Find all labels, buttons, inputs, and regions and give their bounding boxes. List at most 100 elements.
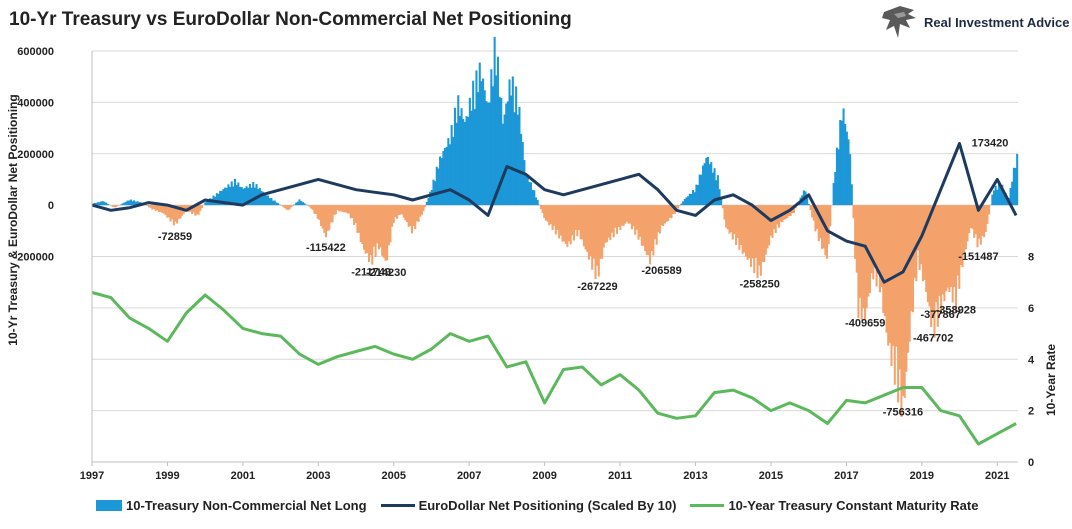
net-long-bar (339, 205, 342, 212)
net-long-bar (943, 205, 946, 302)
x-tick-label: 2013 (683, 470, 707, 482)
net-long-bar (116, 205, 119, 207)
net-long-bar (243, 188, 246, 206)
net-long-bar (1016, 153, 1019, 206)
net-long-bar (612, 205, 615, 238)
net-long-bar (310, 205, 313, 209)
net-long-bar (404, 205, 407, 221)
net-long-bar (865, 205, 868, 309)
data-label: -211749 (351, 267, 391, 279)
treasury-rate-line (91, 291, 1017, 446)
net-long-bar (594, 205, 597, 280)
net-long-bar (217, 193, 220, 206)
net-long-bar (232, 186, 235, 206)
net-long-bar (500, 97, 503, 206)
net-long-bar (849, 154, 852, 206)
legend-swatch-eurodollar (380, 503, 415, 507)
net-long-bar (440, 158, 443, 206)
net-long-bar (437, 168, 440, 206)
net-long-bar (473, 109, 476, 206)
chart-title: 10-Yr Treasury vs EuroDollar Non-Commerc… (9, 9, 572, 30)
net-long-bar (222, 189, 225, 206)
net-long-bar (683, 198, 686, 206)
net-long-bar (968, 205, 971, 234)
net-long-bar (372, 205, 375, 247)
net-long-bar (561, 205, 564, 242)
net-long-bar (744, 205, 748, 257)
net-long-bar (606, 205, 609, 243)
net-long-bar (422, 205, 425, 212)
x-tick-label: 2019 (910, 470, 934, 482)
brand-logo: Real Investment Advice (880, 4, 1070, 40)
net-long-bar (741, 205, 744, 254)
net-long-bar (601, 205, 604, 259)
net-long-bar (204, 202, 207, 206)
net-long-bar (420, 205, 423, 215)
net-long-bar (374, 205, 377, 257)
net-long-bar (959, 205, 962, 266)
net-long-bar (487, 102, 490, 206)
net-long-bar (839, 120, 842, 206)
net-long-bar (354, 205, 357, 223)
net-long-bar (496, 56, 499, 206)
net-long-bar (877, 205, 880, 271)
net-long-bar (477, 92, 480, 206)
net-long-bar (617, 205, 620, 227)
net-long-bar (581, 205, 584, 240)
net-long-bar (417, 205, 420, 222)
net-long-bar (758, 205, 761, 266)
net-long-bar (984, 205, 987, 232)
net-long-bar (419, 205, 422, 217)
net-long-bar (711, 172, 714, 206)
net-long-bar (392, 205, 395, 223)
net-long-bar (698, 174, 701, 206)
net-long-bar (870, 205, 873, 274)
net-long-bar (194, 205, 197, 216)
eurodollar-line (91, 142, 1018, 284)
legend-swatch-treasury-rate (690, 503, 725, 507)
y-tick-label: 200000 (17, 149, 54, 161)
net-long-bar (551, 205, 554, 231)
net-long-bar (662, 205, 665, 226)
net-long-bar (250, 187, 253, 206)
net-long-bar (166, 205, 169, 218)
net-long-bar (235, 185, 238, 206)
net-long-bar (407, 205, 410, 227)
net-long-bar (915, 205, 918, 282)
net-long-bar (329, 205, 332, 223)
net-long-bar (445, 146, 448, 206)
net-long-bar (462, 119, 465, 206)
net-long-bar (483, 90, 486, 206)
net-long-bar (369, 205, 372, 256)
net-long-bar (1001, 184, 1004, 206)
net-long-bar (541, 205, 544, 214)
net-long-bar (470, 110, 473, 206)
net-long-bar (432, 179, 435, 206)
net-long-bar (936, 205, 939, 327)
net-long-bar (316, 205, 319, 219)
net-long-bar (701, 165, 705, 206)
net-long-bar (953, 205, 956, 288)
net-long-bar (448, 144, 452, 206)
net-long-bar (482, 78, 485, 206)
net-long-bar (587, 205, 590, 260)
net-long-bar (215, 193, 218, 206)
net-long-bar (164, 205, 167, 215)
net-long-bar (779, 205, 782, 222)
net-long-bar (219, 190, 222, 206)
net-long-bar (123, 202, 126, 206)
net-long-bar (105, 202, 108, 206)
net-long-bar (657, 205, 660, 233)
net-long-bar (596, 205, 599, 266)
net-long-bar (697, 185, 700, 206)
net-long-bar (630, 205, 633, 230)
net-long-bar (381, 205, 384, 256)
net-long-bar (763, 205, 766, 263)
net-long-bar (508, 79, 511, 206)
net-long-bar (948, 205, 951, 293)
net-long-bar (315, 205, 318, 214)
net-long-bar (485, 101, 488, 206)
net-long-bar (199, 205, 202, 211)
net-long-bar (286, 205, 289, 211)
